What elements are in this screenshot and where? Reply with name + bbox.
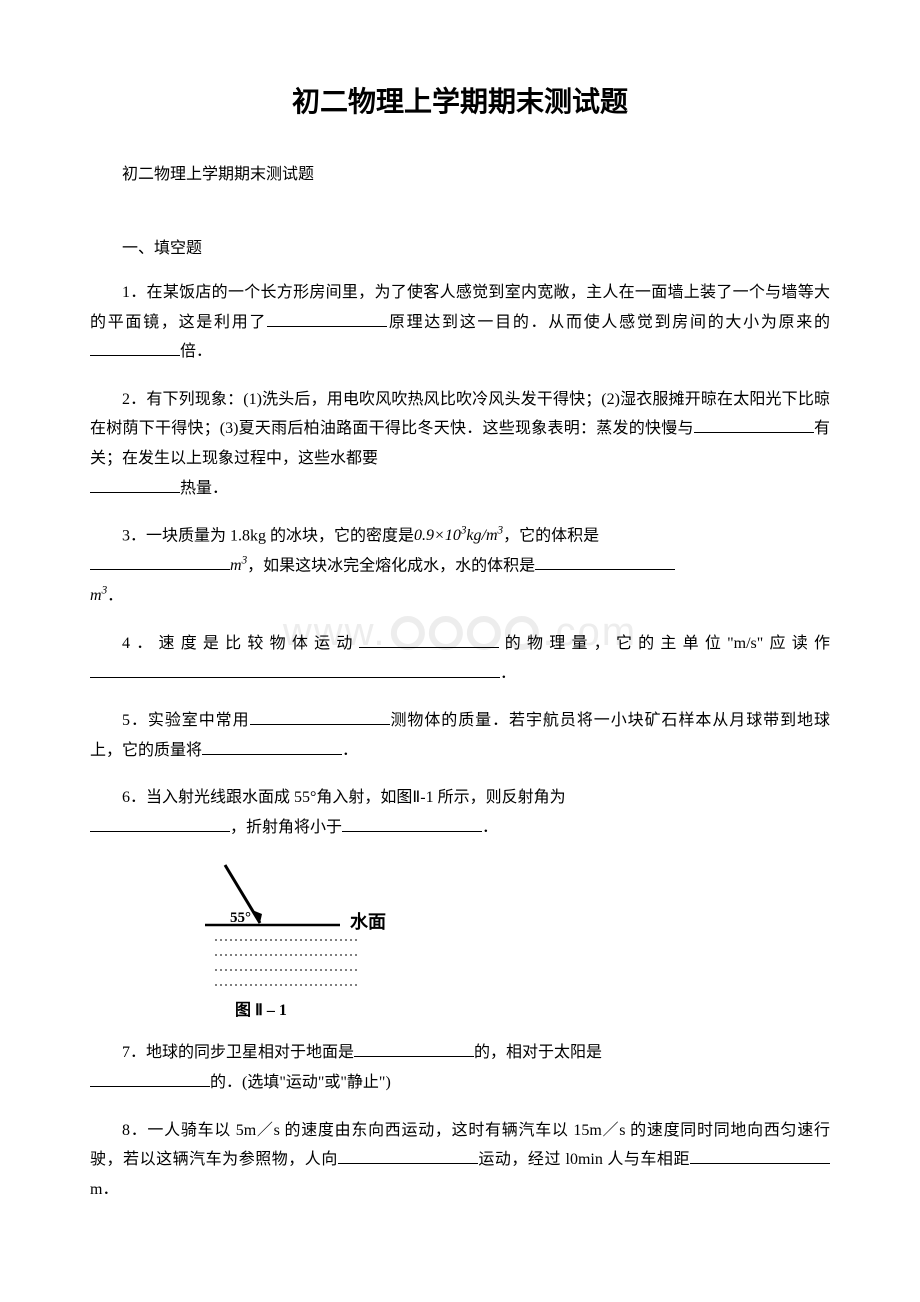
q4-text-a: 4．速度是比较物体运动 xyxy=(122,635,359,652)
q7-blank-1 xyxy=(354,1040,474,1058)
question-8: 8．一人骑车以 5m／s 的速度由东向西运动，这时有辆汽车以 15m／s 的速度… xyxy=(90,1116,830,1205)
question-1: 1．在某饭店的一个长方形房间里，为了使客人感觉到室内宽敞，主人在一面墙上装了一个… xyxy=(90,278,830,367)
q7-text-a: 7．地球的同步卫星相对于地面是 xyxy=(122,1044,354,1061)
q1-blank-1 xyxy=(267,309,387,327)
q3-text-b: ，它的体积是 xyxy=(503,527,599,544)
q6-text-c: ． xyxy=(482,819,498,836)
q4-blank-2 xyxy=(90,660,500,678)
page-subtitle: 初二物理上学期期末测试题 xyxy=(90,160,830,184)
angle-label: 55° xyxy=(230,910,251,926)
question-5: 5．实验室中常用测物体的质量．若宇航员将一小块矿石样本从月球带到地球上，它的质量… xyxy=(90,706,830,765)
page-title: 初二物理上学期期末测试题 xyxy=(90,80,830,120)
document-content: 初二物理上学期期末测试题 初二物理上学期期末测试题 一、填空题 1．在某饭店的一… xyxy=(90,80,830,1204)
q5-text-a: 5．实验室中常用 xyxy=(122,712,250,729)
q3-text-a: 3．一块质量为 1.8kg 的冰块，它的密度是 xyxy=(122,527,414,544)
q3-unit-m-1: m xyxy=(230,557,242,574)
question-4: 4．速度是比较物体运动 的物理量，它的主单位"m/s"应读作 ． xyxy=(90,629,830,688)
q6-blank-1 xyxy=(90,814,230,832)
q3-text-c: ，如果这块冰完全熔化成水，水的体积是 xyxy=(247,557,535,574)
q4-text-b: 的物理量，它的主单位"m/s"应读作 xyxy=(499,635,830,652)
section-heading: 一、填空题 xyxy=(90,234,830,258)
q3-unit-m-2: m xyxy=(90,587,102,604)
q3-blank-2 xyxy=(535,553,675,571)
q6-text-b: ，折射角将小于 xyxy=(230,819,342,836)
q2-blank-1 xyxy=(694,416,814,434)
q8-text-c: m． xyxy=(90,1181,118,1198)
q5-blank-2 xyxy=(202,737,342,755)
question-2: 2．有下列现象：(1)洗头后，用电吹风吹热风比吹冷风头发干得快；(2)湿衣服摊开… xyxy=(90,385,830,503)
q3-text-d: ． xyxy=(107,587,123,604)
q5-text-c: ． xyxy=(342,742,358,759)
q6-text-a: 6．当入射光线跟水面成 55°角入射，如图Ⅱ-1 所示，则反射角为 xyxy=(122,789,566,806)
q3-density-unit: kg/m xyxy=(466,527,497,544)
q4-blank-1 xyxy=(359,630,499,648)
q3-density: 0.9×10 xyxy=(414,527,461,544)
q7-text-b: 的，相对于太阳是 xyxy=(474,1044,602,1061)
q8-text-b: 运动，经过 l0min 人与车相距 xyxy=(478,1151,690,1168)
figure-caption: 图 Ⅱ – 1 xyxy=(235,996,830,1020)
figure-container: 55° 水面 图 Ⅱ – 1 xyxy=(200,860,830,1020)
question-7: 7．地球的同步卫星相对于地面是 的，相对于太阳是的．(选填"运动"或"静止") xyxy=(90,1038,830,1097)
q7-blank-2 xyxy=(90,1069,210,1087)
q1-blank-2 xyxy=(90,339,180,357)
q8-blank-2 xyxy=(690,1147,830,1165)
q8-blank-1 xyxy=(338,1147,478,1165)
q1-text-b: 原理达到这一目的．从而使人感觉到房间的大小为原来的 xyxy=(387,314,830,331)
q4-text-c: ． xyxy=(500,665,516,682)
q3-blank-1 xyxy=(90,553,230,571)
q1-text-c: 倍． xyxy=(180,343,212,360)
q5-blank-1 xyxy=(250,708,390,726)
q7-text-c: 的．(选填"运动"或"静止") xyxy=(210,1074,391,1091)
question-3: 3．一块质量为 1.8kg 的冰块，它的密度是0.9×103kg/m3，它的体积… xyxy=(90,521,830,611)
surface-label: 水面 xyxy=(350,911,386,932)
question-6: 6．当入射光线跟水面成 55°角入射，如图Ⅱ-1 所示，则反射角为 ，折射角将小于… xyxy=(90,783,830,842)
figure-svg: 55° 水面 xyxy=(200,860,400,990)
q6-blank-2 xyxy=(342,814,482,832)
q2-text-c: 热量． xyxy=(180,480,228,497)
q2-blank-2 xyxy=(90,475,180,493)
